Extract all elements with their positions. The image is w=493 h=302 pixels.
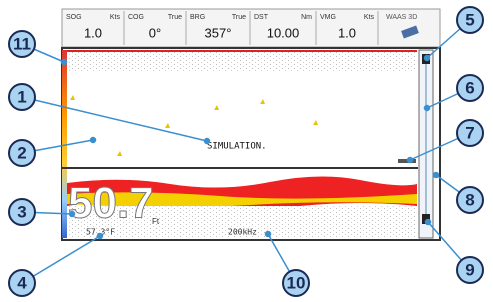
surface-line xyxy=(67,50,417,52)
callout: 7 xyxy=(457,120,483,146)
callout: 9 xyxy=(457,257,483,283)
callout-number: 2 xyxy=(17,143,26,162)
callout: 1 xyxy=(9,84,35,110)
leader-dot xyxy=(408,158,413,163)
callout-number: 8 xyxy=(465,190,474,209)
callout-number: 1 xyxy=(17,87,26,106)
field-value: 357° xyxy=(205,25,232,40)
simulation-label: SIMULATION. xyxy=(207,142,267,152)
leader-dot xyxy=(266,232,271,237)
leader-dot xyxy=(70,212,75,217)
field-unit: Nm xyxy=(301,14,312,21)
gps-status: WAAS 3D xyxy=(386,14,417,21)
callout: 2 xyxy=(9,140,35,166)
leader-dot xyxy=(434,173,439,178)
callout-number: 5 xyxy=(465,10,474,29)
frequency: 200kHz xyxy=(228,228,257,237)
callout: 5 xyxy=(457,7,483,33)
callout-number: 3 xyxy=(17,202,26,221)
field-value: 1.0 xyxy=(84,25,102,40)
field-value: 10.00 xyxy=(267,25,300,40)
color-bar xyxy=(62,50,67,238)
field-label: DST xyxy=(254,14,269,21)
leader-dot xyxy=(91,138,96,143)
leader-dot xyxy=(426,220,431,225)
field-value: 0° xyxy=(149,25,161,40)
field-unit: True xyxy=(168,14,182,21)
field-label: VMG xyxy=(320,14,336,21)
field-label: SOG xyxy=(66,14,82,21)
field-value: 1.0 xyxy=(338,25,356,40)
depth-unit: Ft xyxy=(152,217,160,226)
callout: 4 xyxy=(9,270,35,296)
leader-dot xyxy=(62,60,67,65)
callout: 11 xyxy=(9,31,35,57)
depth-value: 50.7 xyxy=(68,179,154,228)
callout: 6 xyxy=(457,75,483,101)
callout-number: 7 xyxy=(465,123,474,142)
callout: 3 xyxy=(9,199,35,225)
surface-clutter xyxy=(67,50,417,72)
field-label: COG xyxy=(128,14,144,21)
callout-number: 6 xyxy=(465,78,474,97)
callout-number: 11 xyxy=(13,34,31,53)
leader-dot xyxy=(98,234,103,239)
callout-number: 9 xyxy=(465,260,474,279)
callout-number: 10 xyxy=(287,273,306,292)
field-unit: True xyxy=(232,14,246,21)
leader-dot xyxy=(205,139,210,144)
field-unit: Kts xyxy=(364,14,375,21)
callout: 10 xyxy=(283,270,309,296)
callout-number: 4 xyxy=(17,273,27,292)
callout: 8 xyxy=(457,187,483,213)
field-label: BRG xyxy=(190,14,205,21)
figure: SOGKts1.0COGTrue0°BRGTrue357°DSTNm10.00V… xyxy=(0,0,493,302)
field-unit: Kts xyxy=(110,14,121,21)
leader-dot xyxy=(425,106,430,111)
leader-dot xyxy=(425,56,430,61)
